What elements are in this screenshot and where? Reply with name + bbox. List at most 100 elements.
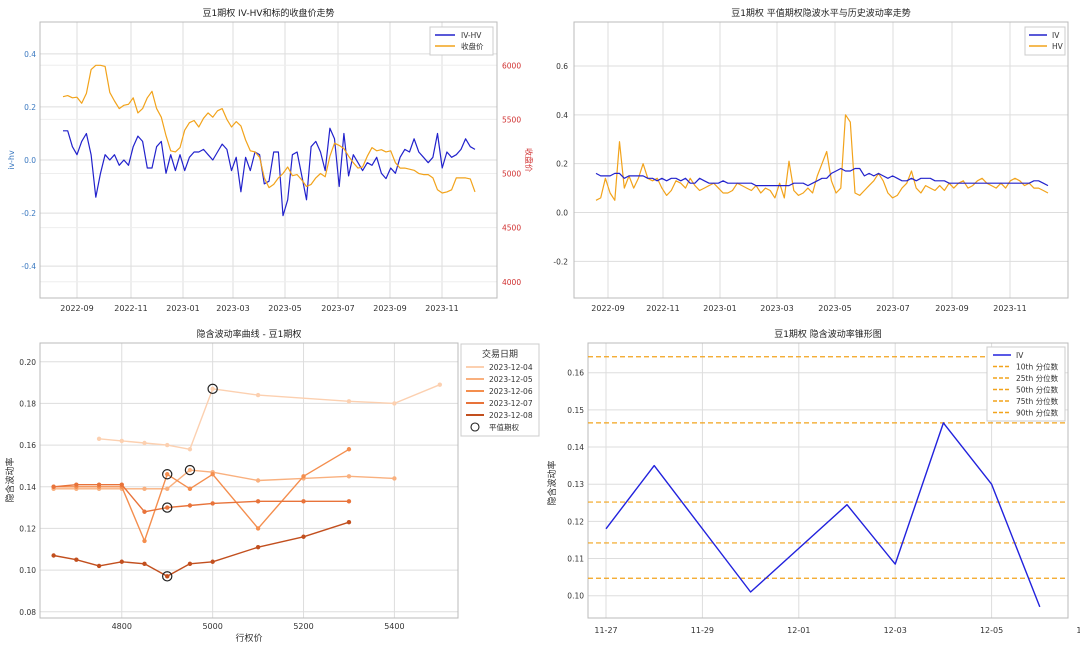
y-tick-label: 0.20 xyxy=(19,358,36,367)
y-axis-label: iv-hv xyxy=(7,150,16,170)
y-tick-label: 0.2 xyxy=(556,160,568,169)
legend-label: 10th 分位数 xyxy=(1016,362,1059,372)
legend-box xyxy=(1024,26,1066,56)
smile-point xyxy=(96,563,102,569)
plot-frame xyxy=(39,342,459,619)
legend-label: 收盘价 xyxy=(461,41,484,51)
y-tick-label: 0.2 xyxy=(24,103,36,112)
chart-title: 豆1期权 平值期权隐波水平与历史波动率走势 xyxy=(731,7,911,19)
x-tick-label: 2022-09 xyxy=(591,304,624,313)
x-tick-label: 2023-11 xyxy=(993,304,1026,313)
y-tick-label: 0.0 xyxy=(24,156,36,165)
legend-label: HV xyxy=(1052,42,1064,51)
y-tick-label: 0.18 xyxy=(19,399,36,408)
smile-point xyxy=(392,476,397,481)
smile-point xyxy=(142,538,147,544)
smile-point xyxy=(301,534,306,539)
atm-marker xyxy=(162,571,173,582)
smile-point xyxy=(119,438,124,444)
legend-swatch xyxy=(470,422,480,432)
smile-point xyxy=(51,484,56,489)
smile-point xyxy=(187,561,193,567)
smile-point xyxy=(392,401,397,406)
legend-box xyxy=(429,26,494,56)
x-tick-label: 2023-05 xyxy=(818,304,851,313)
ivhv-chart: 豆1期权 IV-HV和标的收盘价走势 2022-09 2022-11 2023-01 2… xyxy=(7,7,534,313)
iv-hv-line xyxy=(63,127,476,217)
legend-label: IV xyxy=(1016,351,1024,360)
atm-marker xyxy=(207,383,218,395)
y-tick-label: 0.11 xyxy=(567,555,584,564)
legend-label: 2023-12-08 xyxy=(489,411,533,420)
legend-label: 50th 分位数 xyxy=(1016,385,1059,395)
x-tick-label: 12-05 xyxy=(980,626,1003,635)
x-tick-label: 2022-11 xyxy=(646,304,679,313)
x-tick-label: 2023-09 xyxy=(935,304,968,313)
smile-line xyxy=(99,384,441,450)
smile-point xyxy=(255,544,261,550)
legend-label: 2023-12-06 xyxy=(489,387,533,396)
smile-point xyxy=(165,505,170,510)
y2-tick-label: 5500 xyxy=(502,115,521,124)
legend-label: IV xyxy=(1052,31,1060,40)
smile-point xyxy=(187,447,193,452)
y-tick-label: -0.2 xyxy=(553,257,568,266)
y-tick-label: -0.2 xyxy=(21,209,36,218)
y2-tick-label: 5000 xyxy=(502,170,521,179)
x-tick-label: 2023-03 xyxy=(760,304,793,313)
legend-label: IV-HV xyxy=(461,31,482,40)
smile-point xyxy=(119,482,124,487)
y-tick-label: 0.10 xyxy=(567,592,584,601)
x-tick-label: 2023-03 xyxy=(216,304,249,313)
close-price-line xyxy=(62,64,476,194)
iv-hv-level-chart: 豆1期权 平值期权隐波水平与历史波动率走势 2022-09 2022-11 2023-… xyxy=(553,7,1069,313)
y-tick-label: 0.12 xyxy=(567,517,584,526)
y2-tick-label: 4000 xyxy=(502,278,521,287)
x-tick-label: 2023-05 xyxy=(268,304,301,313)
x-tick-label: 2023-01 xyxy=(166,304,199,313)
smile-point xyxy=(74,482,79,487)
smile-point xyxy=(165,486,170,492)
y2-axis-label: 收盘价 xyxy=(524,148,534,172)
smile-point xyxy=(119,559,124,564)
iv-smile-chart: 隐含波动率曲线 - 豆1期权 4800 5000 5200 5400 0.08 0.10 0.… xyxy=(4,328,540,644)
smile-point xyxy=(301,474,306,479)
smile-point xyxy=(142,561,147,567)
smile-line xyxy=(53,469,395,490)
smile-line xyxy=(53,448,350,542)
x-tick-label: 2022-11 xyxy=(114,304,147,313)
y-tick-label: 0.12 xyxy=(19,524,36,533)
smile-point xyxy=(74,557,79,562)
smile-point xyxy=(255,499,261,504)
smile-point xyxy=(346,399,352,404)
legend-label: 90th 分位数 xyxy=(1016,408,1059,418)
y-tick-label: 0.10 xyxy=(19,566,36,575)
legend-label: 75th 分位数 xyxy=(1016,396,1059,406)
x-tick-label: 5200 xyxy=(293,622,313,631)
x-tick-label: 5400 xyxy=(384,622,404,631)
y-tick-label: 0.6 xyxy=(556,62,568,71)
atm-marker xyxy=(162,469,173,480)
x-axis-label: 行权价 xyxy=(235,632,262,644)
y-tick-label: -0.4 xyxy=(21,262,36,271)
plot-frame xyxy=(587,342,1069,619)
smile-point xyxy=(255,478,261,483)
x-tick-label: 2023-07 xyxy=(876,304,909,313)
smile-point xyxy=(210,386,215,392)
smile-point xyxy=(255,526,261,531)
x-tick-label: 2022-09 xyxy=(60,304,93,313)
y-tick-label: 0.15 xyxy=(567,406,584,415)
legend: 交易日期 2023-12-04 2023-12-05 2023-12-06 2023-1… xyxy=(460,343,540,437)
x-tick-label: 12-03 xyxy=(884,626,907,635)
legend-label: 2023-12-04 xyxy=(489,363,533,372)
legend-label: 2023-12-05 xyxy=(489,375,533,384)
x-tick-label: 4800 xyxy=(112,622,132,631)
y2-tick-label: 6000 xyxy=(502,61,521,70)
smile-point xyxy=(96,436,102,442)
smile-point xyxy=(437,382,443,387)
chart-title: 豆1期权 隐含波动率锥形图 xyxy=(774,328,882,340)
x-tick-label: 12-07 xyxy=(1076,626,1080,635)
smile-point xyxy=(51,553,56,558)
